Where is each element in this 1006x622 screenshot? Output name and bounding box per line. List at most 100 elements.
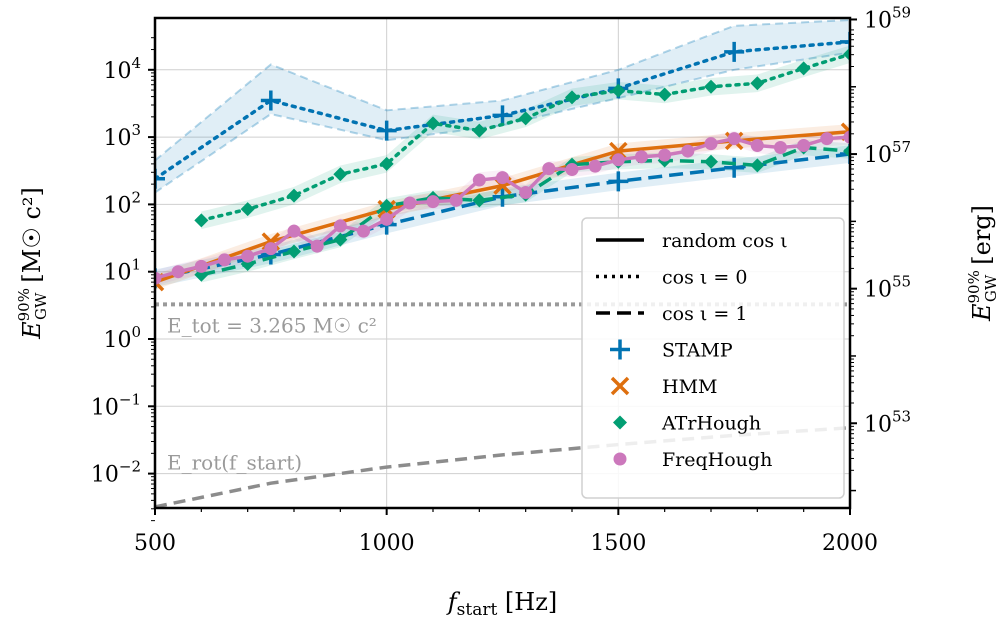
stamp-band-edge [155, 18, 850, 162]
legend-label: FreqHough [662, 449, 772, 471]
x-tick-label: 1000 [359, 531, 415, 556]
freqhough-point [403, 196, 417, 210]
y-axis-right: 1053 1055 1057 1059 [850, 3, 911, 492]
stamp-point [376, 120, 397, 141]
x-axis: 500 1000 1500 2000 [134, 508, 878, 556]
freqhough-point [727, 132, 741, 146]
y-tick-label: 10−1 [91, 390, 141, 420]
atrhough-point [657, 87, 672, 102]
atrhough-point [843, 144, 850, 159]
legend-label: HMM [662, 376, 717, 398]
legend-label: STAMP [662, 340, 733, 362]
erot-curve [155, 426, 850, 508]
x-tick-label: 500 [134, 531, 176, 556]
freqhough-point [380, 212, 394, 226]
atrhough-point [472, 123, 487, 138]
atrhough-point [750, 76, 765, 91]
freqhough-point [194, 259, 208, 273]
stamp-point [492, 105, 513, 126]
freqhough-point [704, 137, 718, 151]
y-tick-label: 100 [103, 323, 141, 353]
freqhough-point [774, 141, 787, 155]
freqhough-point [542, 162, 556, 176]
atrhough-point [843, 47, 850, 62]
freqhough-point [635, 150, 648, 164]
y-tick-label: 101 [103, 256, 141, 286]
atrhough-point [240, 202, 255, 217]
stamp-band-edge [155, 51, 850, 194]
stamp-point [608, 171, 629, 192]
atrhough-point [379, 156, 394, 171]
right-tick-label: 1059 [864, 3, 911, 33]
legend-marker-plus [610, 339, 630, 360]
freqhough-point [218, 253, 231, 267]
freqhough-point [797, 139, 811, 153]
freqhough-point [681, 144, 695, 158]
y-tick-label: 102 [103, 188, 141, 218]
y-tick-label: 10−2 [91, 458, 141, 488]
freqhough-point [357, 224, 370, 238]
freqhough-point [155, 271, 162, 285]
freqhough-point [588, 159, 602, 173]
legend-marker-x [610, 376, 630, 396]
freqhough-point [843, 130, 850, 144]
legend-marker-circle [613, 452, 627, 466]
freqhough-point [287, 224, 301, 238]
freqhough-point [264, 242, 278, 256]
freqhough-point [171, 265, 185, 279]
right-tick-label: 1053 [864, 407, 911, 437]
atrhough-point [333, 167, 348, 182]
freqhough-point [449, 193, 463, 207]
atrhough-point [704, 154, 718, 169]
freqhough-point [426, 195, 440, 209]
atrhough-point [472, 193, 487, 208]
right-tick-label: 1055 [864, 273, 911, 303]
legend-label: random cos ι [662, 230, 788, 252]
right-tick-label: 1057 [864, 138, 911, 168]
series-group [155, 31, 850, 292]
freqhough-point [565, 163, 579, 177]
freqhough-point [496, 171, 509, 185]
atrhough-point [333, 232, 348, 247]
hmm-band [155, 124, 850, 290]
erot-annotation: E_rot(f_start) [167, 451, 302, 475]
atrhough-point [750, 158, 765, 173]
atrhough-point [518, 111, 533, 126]
legend-label: cos ι = 0 [662, 267, 747, 289]
freqhough-point [472, 173, 486, 187]
atrhough-point [565, 90, 579, 105]
legend-marker-diamond [613, 415, 627, 430]
atrhough-point [287, 244, 301, 259]
x-tick-label: 2000 [822, 531, 878, 556]
atrhough-point [426, 116, 440, 131]
legend-label: cos ι = 1 [662, 303, 747, 325]
freqhough-point [820, 132, 834, 146]
y-tick-label: 104 [103, 54, 141, 84]
atrhough-dotted-band [201, 45, 850, 230]
annotations: E_tot = 3.265 M☉ c² E_rot(f_start) [167, 313, 377, 474]
y-axis-right-label: E90%GW[erg] [965, 205, 1000, 322]
freqhough-point [611, 153, 625, 167]
atrhough-point [194, 213, 209, 228]
stamp-point [260, 90, 281, 111]
y-axis-left: 10−2 10−1 100 101 102 103 104 [91, 37, 155, 522]
stamp-point [840, 144, 850, 165]
x-tick-label: 1500 [590, 531, 646, 556]
stamp-dashed-band [155, 145, 850, 287]
legend: random cos ι cos ι = 0 cos ι = 1 STAMP HMM AT… [581, 217, 845, 499]
legend-label: ATrHough [661, 413, 761, 435]
legend-box [581, 217, 845, 499]
atrhough-point [611, 83, 626, 98]
stamp-point [155, 168, 165, 189]
atrhough-point [379, 198, 394, 213]
etot-annotation: E_tot = 3.265 M☉ c² [167, 313, 377, 337]
atrhough-point [796, 61, 811, 76]
freqhough-point [519, 186, 533, 200]
freqhough-point [241, 249, 255, 263]
stamp-point [840, 31, 850, 52]
freqhough-point [658, 148, 672, 162]
atrhough-point [704, 79, 718, 94]
plot-frame [153, 16, 852, 510]
x-axis-label: fstart [Hz] [446, 588, 557, 620]
